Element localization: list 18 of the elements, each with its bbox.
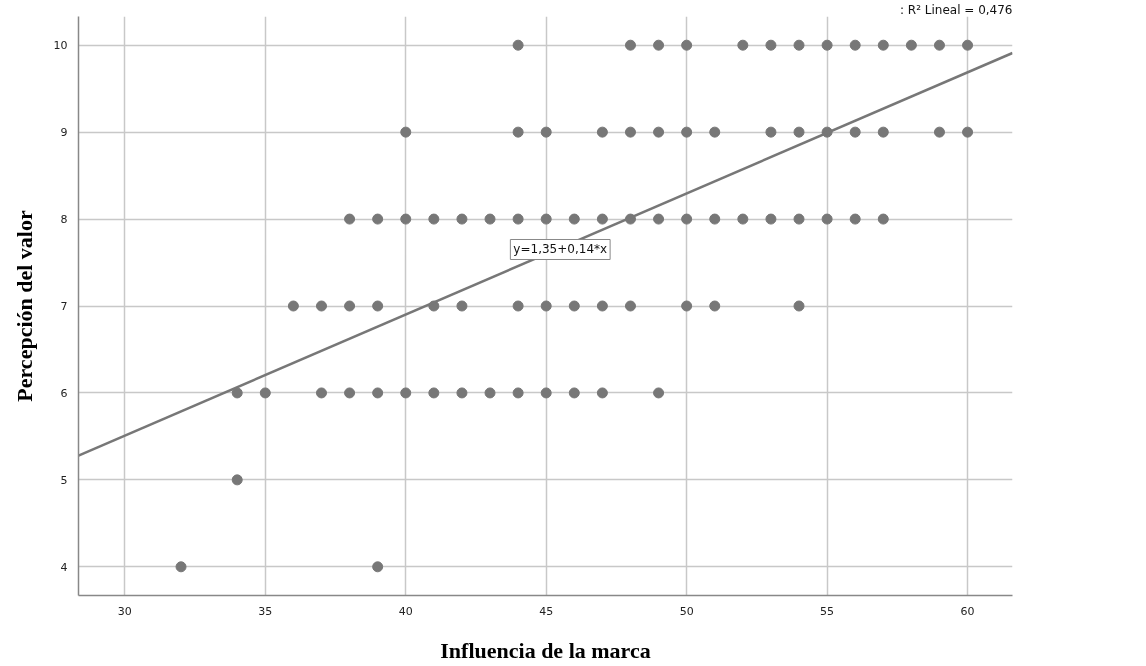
x-tick-label: 30 (117, 604, 132, 618)
x-tick-label: 45 (539, 604, 554, 618)
x-tick-label: 55 (820, 604, 835, 618)
y-tick-label: 7 (60, 300, 68, 313)
x-tick-label: 35 (258, 604, 273, 618)
y-tick-label: 8 (60, 213, 68, 227)
y-axis-title: Percepción del valor (11, 210, 37, 402)
y-tick-label: 4 (60, 560, 68, 574)
annotation: y=1,35+0,14*x (513, 242, 608, 257)
y-tick-label: 5 (60, 473, 68, 487)
x-axis-title: Influencia de la marca (440, 637, 651, 663)
text: : R² Lineal = 0,476 (899, 2, 1013, 17)
x-tick-label: 60 (960, 604, 975, 618)
y-tick-label: 10 (53, 39, 68, 53)
y-tick-label: 9 (60, 126, 68, 140)
y-tick-label: 6 (60, 386, 68, 400)
x-tick-label: 50 (679, 604, 694, 618)
x-tick-label: 40 (398, 604, 413, 618)
